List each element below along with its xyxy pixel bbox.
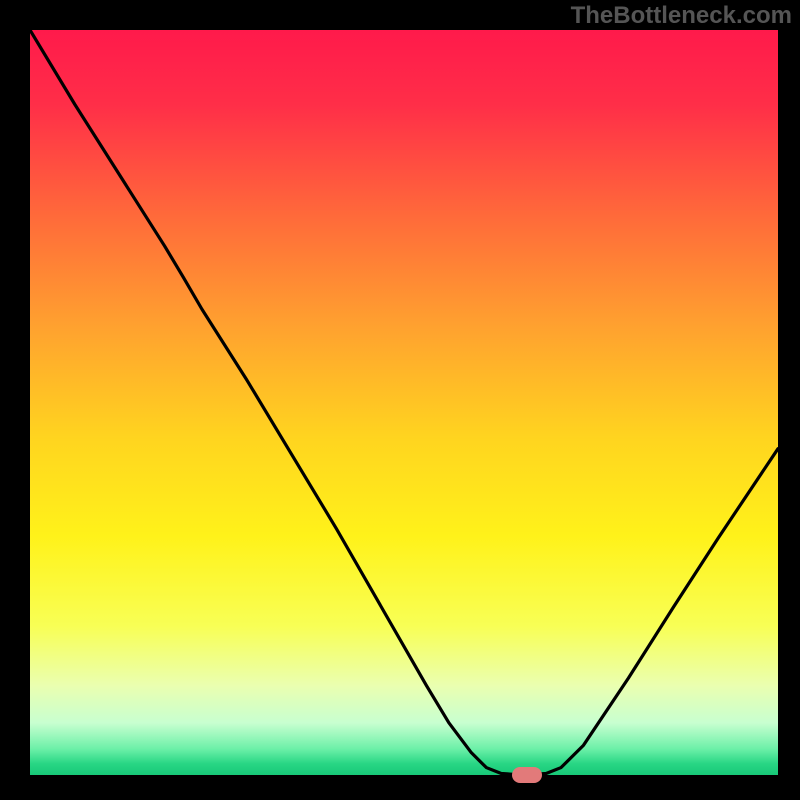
bottleneck-curve <box>30 30 778 775</box>
watermark-text: TheBottleneck.com <box>571 2 792 30</box>
optimal-marker <box>512 767 542 783</box>
chart-container: TheBottleneck.com <box>0 0 800 800</box>
curve-layer <box>30 30 778 775</box>
plot-area <box>30 30 778 775</box>
